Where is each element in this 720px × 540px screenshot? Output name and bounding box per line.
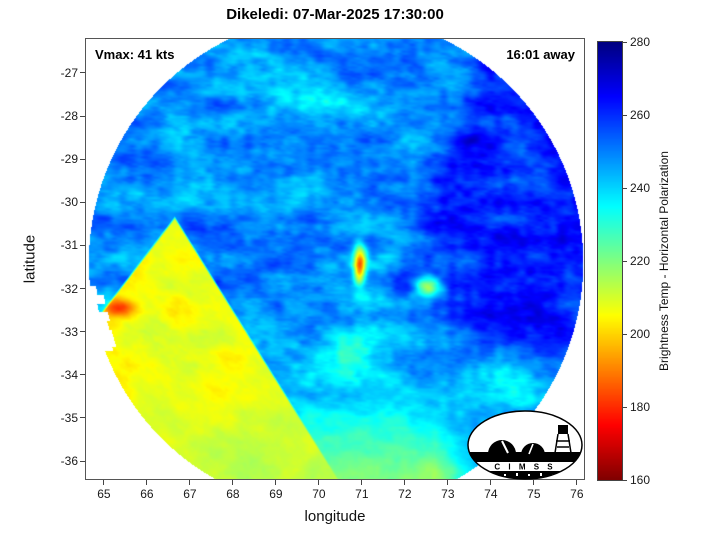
colorbar-tick-mark bbox=[623, 333, 627, 335]
y-tick-mark bbox=[80, 460, 85, 462]
y-tick-label: -31 bbox=[60, 238, 78, 253]
y-tick-label: -30 bbox=[60, 195, 78, 210]
cimss-logo: C I M S S bbox=[467, 410, 583, 480]
colorbar-tick-label: 200 bbox=[630, 327, 651, 341]
y-tick-mark bbox=[80, 288, 85, 290]
x-tick-label: 70 bbox=[312, 487, 326, 501]
observatory-dome-icon bbox=[488, 440, 516, 454]
y-tick-label: -35 bbox=[60, 410, 78, 425]
y-tick-mark bbox=[80, 201, 85, 203]
x-tick-label: 65 bbox=[97, 487, 111, 501]
x-tick-label: 73 bbox=[441, 487, 455, 501]
vmax-annotation: Vmax: 41 kts bbox=[95, 47, 175, 62]
x-tick-mark bbox=[103, 480, 105, 485]
x-tick-label: 67 bbox=[183, 487, 197, 501]
x-tick-mark bbox=[232, 480, 234, 485]
y-tick-label: -32 bbox=[60, 281, 78, 296]
y-tick-mark bbox=[80, 158, 85, 160]
x-tick-label: 68 bbox=[226, 487, 240, 501]
colorbar-tick-mark bbox=[623, 406, 627, 408]
x-axis-label: longitude bbox=[304, 508, 366, 525]
y-tick-mark bbox=[80, 417, 85, 419]
y-tick-mark bbox=[80, 72, 85, 74]
y-tick-mark bbox=[80, 374, 85, 376]
colorbar-tick-label: 160 bbox=[630, 473, 651, 487]
x-tick-mark bbox=[404, 480, 406, 485]
x-tick-label: 75 bbox=[527, 487, 541, 501]
colorbar-label: Brightness Temp - Horizontal Polarizatio… bbox=[657, 151, 671, 371]
colorbar-tick-label: 260 bbox=[630, 108, 651, 122]
water-tower-legs bbox=[554, 433, 572, 454]
x-tick-mark bbox=[533, 480, 535, 485]
logo-base-band bbox=[468, 471, 582, 479]
y-tick-mark bbox=[80, 331, 85, 333]
water-tower-tank bbox=[558, 425, 568, 434]
x-tick-mark bbox=[146, 480, 148, 485]
x-tick-mark bbox=[447, 480, 449, 485]
x-tick-label: 69 bbox=[269, 487, 283, 501]
y-tick-label: -36 bbox=[60, 454, 78, 469]
dome-slit-2 bbox=[528, 443, 534, 455]
y-axis-label: latitude bbox=[21, 234, 39, 284]
colorbar-tick-label: 280 bbox=[630, 35, 651, 49]
y-tick-label: -28 bbox=[60, 109, 78, 124]
x-tick-mark bbox=[189, 480, 191, 485]
colorbar-tick-mark bbox=[623, 479, 627, 481]
x-tick-label: 66 bbox=[140, 487, 154, 501]
y-tick-mark bbox=[80, 244, 85, 246]
plot-area: Vmax: 41 kts 16:01 away C I M S S bbox=[85, 38, 585, 480]
logo-ground bbox=[468, 452, 582, 462]
colorbar bbox=[597, 41, 623, 481]
colorbar-tick-mark bbox=[623, 187, 627, 189]
x-tick-mark bbox=[490, 480, 492, 485]
y-tick-label: -33 bbox=[60, 324, 78, 339]
colorbar-tick-label: 180 bbox=[630, 400, 651, 414]
x-tick-label: 76 bbox=[570, 487, 584, 501]
observatory-dome-2-icon bbox=[521, 443, 545, 455]
plot-title: Dikeledi: 07-Mar-2025 17:30:00 bbox=[226, 6, 444, 23]
x-tick-label: 74 bbox=[484, 487, 498, 501]
cimss-logo-text: C I M S S bbox=[494, 463, 555, 472]
x-tick-label: 72 bbox=[398, 487, 412, 501]
y-tick-label: -27 bbox=[60, 65, 78, 80]
colorbar-tick-label: 240 bbox=[630, 181, 651, 195]
colorbar-tick-label: 220 bbox=[630, 254, 651, 268]
colorbar-tick-mark bbox=[623, 260, 627, 262]
x-tick-mark bbox=[275, 480, 277, 485]
logo-text-band bbox=[468, 462, 582, 471]
x-tick-label: 71 bbox=[355, 487, 369, 501]
dome-slit bbox=[501, 440, 509, 454]
x-tick-mark bbox=[361, 480, 363, 485]
colorbar-gradient bbox=[598, 42, 622, 480]
colorbar-tick-mark bbox=[623, 114, 627, 116]
x-tick-mark bbox=[576, 480, 578, 485]
time-offset-annotation: 16:01 away bbox=[506, 47, 575, 62]
y-tick-label: -34 bbox=[60, 367, 78, 382]
y-tick-mark bbox=[80, 115, 85, 117]
y-tick-label: -29 bbox=[60, 152, 78, 167]
colorbar-tick-mark bbox=[623, 41, 627, 43]
x-tick-mark bbox=[318, 480, 320, 485]
satellite-heatmap-canvas bbox=[85, 38, 585, 480]
